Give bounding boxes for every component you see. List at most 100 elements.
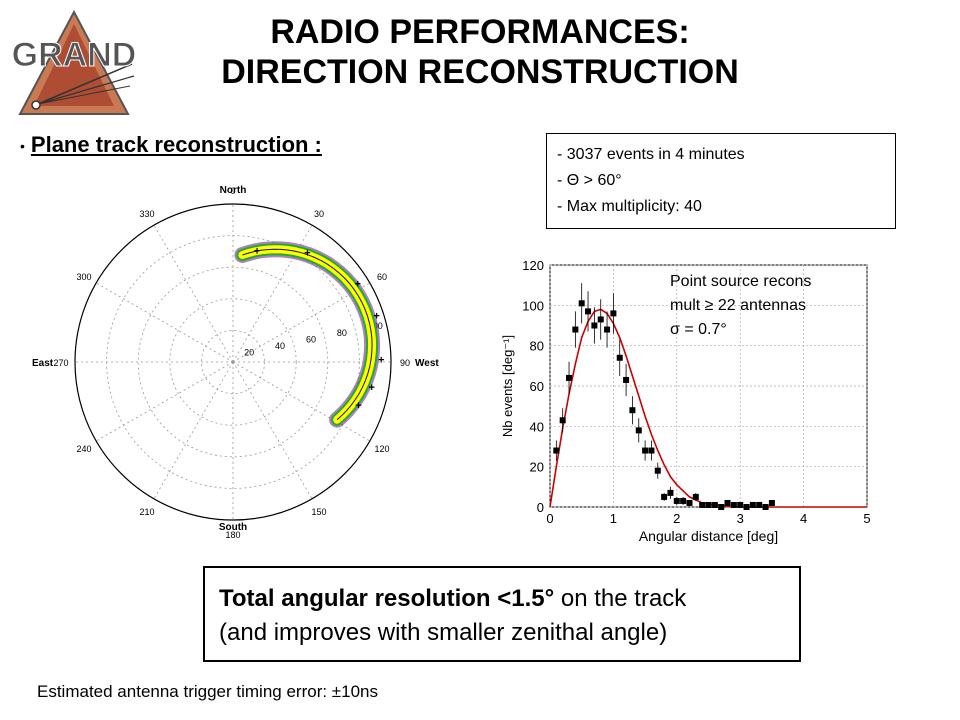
- info-line: - Max multiplicity: 40: [557, 198, 702, 215]
- data-point: [718, 504, 725, 510]
- data-point: [743, 504, 750, 510]
- azimuth-label: 210: [139, 507, 154, 517]
- summary-line-1: Total angular resolution <1.5° on the tr…: [219, 582, 799, 616]
- x-axis-label: Angular distance [deg]: [639, 528, 778, 544]
- data-point: [654, 467, 661, 474]
- bullet-item: • Plane track reconstruction :: [20, 132, 322, 158]
- x-tick-label: 1: [610, 511, 617, 526]
- bullet-dot: •: [20, 138, 25, 155]
- data-point: [585, 308, 592, 315]
- data-point: [724, 499, 731, 506]
- info-line: - Θ > 60°: [557, 172, 622, 189]
- x-tick-label: 0: [546, 511, 553, 526]
- info-box: - 3037 events in 4 minutes - Θ > 60° - M…: [546, 133, 896, 229]
- logo-text: GRAND: [12, 36, 137, 74]
- histogram-chart: 0 1 2 3 4 5 0 20 40 60 80 100 120 Angular distance [d…: [500, 258, 871, 544]
- compass-west: West: [415, 358, 439, 369]
- track-plus-marker: +: [254, 245, 260, 257]
- annotation-line: σ = 0.7°: [670, 321, 727, 338]
- track-plus-marker: +: [354, 278, 360, 290]
- polar-spoke: [232, 361, 371, 442]
- y-tick-label: 120: [522, 258, 544, 273]
- polar-ring: [169, 298, 297, 426]
- x-tick-label: 3: [737, 511, 744, 526]
- track-line: [242, 248, 373, 421]
- data-point: [680, 497, 687, 504]
- y-tick-label: 80: [530, 339, 544, 354]
- fit-curve: [549, 308, 867, 508]
- radial-label: 80: [337, 328, 347, 338]
- polar-spoke: [153, 361, 234, 500]
- chart-annotation: Point source recons mult ≥ 22 antennas σ…: [670, 270, 811, 342]
- data-point: [559, 417, 566, 424]
- data-point: [642, 447, 649, 454]
- polar-spoke: [95, 361, 234, 442]
- data-point: [648, 447, 655, 454]
- x-tick-label: 5: [863, 511, 870, 526]
- azimuth-label: 30: [314, 209, 324, 219]
- y-tick-label: 40: [530, 419, 544, 434]
- summary-box: Total angular resolution <1.5° on the tr…: [203, 566, 801, 662]
- polar-spoke: [153, 224, 234, 363]
- title-line-2: DIRECTION RECONSTRUCTION: [221, 53, 739, 91]
- data-point: [756, 501, 763, 508]
- data-point: [749, 501, 756, 508]
- data-point: [597, 316, 604, 323]
- data-point: [762, 504, 769, 510]
- track-plus-marker: +: [304, 248, 310, 260]
- data-point: [566, 374, 573, 381]
- summary-rest: on the track: [554, 585, 687, 612]
- x-tick-label: 2: [673, 511, 680, 526]
- track-plus-marker: +: [378, 355, 384, 367]
- compass-south: South: [219, 522, 247, 533]
- azimuth-label: 150: [311, 507, 326, 517]
- azimuth-label: 300: [77, 272, 92, 282]
- data-point: [578, 300, 585, 307]
- summary-line-2: (and improves with smaller zenithal angl…: [219, 619, 668, 646]
- y-tick-label: 20: [530, 460, 544, 475]
- data-point: [572, 326, 579, 333]
- data-point: [661, 493, 668, 500]
- azimuth-label: 270: [53, 358, 68, 368]
- data-point: [673, 497, 680, 504]
- compass-north: North: [220, 185, 247, 196]
- annotation-line: Point source recons: [670, 273, 812, 290]
- data-point: [610, 310, 617, 317]
- data-point: [737, 501, 744, 508]
- slide-title: RADIO PERFORMANCES: DIRECTION RECONSTRUC…: [150, 12, 810, 92]
- annotation-line: mult ≥ 22 antennas: [670, 297, 806, 314]
- polar-ring: [137, 266, 329, 458]
- track-plus-marker: +: [368, 382, 374, 394]
- polar-spoke: [95, 282, 234, 363]
- data-point: [711, 501, 718, 508]
- azimuth-label: 240: [77, 444, 92, 454]
- radial-label: 60: [306, 334, 316, 344]
- x-tick-label: 4: [800, 511, 807, 526]
- data-point: [553, 447, 560, 454]
- data-point: [616, 354, 623, 361]
- data-point: [667, 489, 674, 496]
- polar-spoke: [232, 361, 313, 500]
- y-axis-label: Nb events [deg⁻¹]: [500, 335, 515, 437]
- bullet-text: Plane track reconstruction :: [30, 132, 322, 157]
- azimuth-label: 60: [377, 272, 387, 282]
- y-tick-label: 100: [522, 298, 544, 313]
- radial-label: 20: [244, 348, 254, 358]
- azimuth-label: 180: [225, 530, 240, 540]
- polar-plot: 0306090120150180210240270300330204060801…: [32, 185, 439, 540]
- grand-logo: GRAND: [11, 9, 137, 115]
- track-plus-marker: +: [373, 311, 379, 323]
- azimuth-label: 330: [139, 209, 154, 219]
- footer-note: Estimated antenna trigger timing error: …: [37, 682, 378, 701]
- data-point: [699, 501, 706, 508]
- data-point: [635, 427, 642, 434]
- data-point: [623, 376, 630, 383]
- summary-bold: Total angular resolution <1.5°: [219, 585, 555, 612]
- y-tick-label: 0: [537, 500, 544, 515]
- track-plus-marker: +: [355, 400, 361, 412]
- title-line-1: RADIO PERFORMANCES:: [270, 13, 690, 51]
- data-point: [604, 326, 611, 333]
- data-point: [705, 501, 712, 508]
- data-point: [686, 499, 693, 506]
- data-point: [768, 499, 775, 506]
